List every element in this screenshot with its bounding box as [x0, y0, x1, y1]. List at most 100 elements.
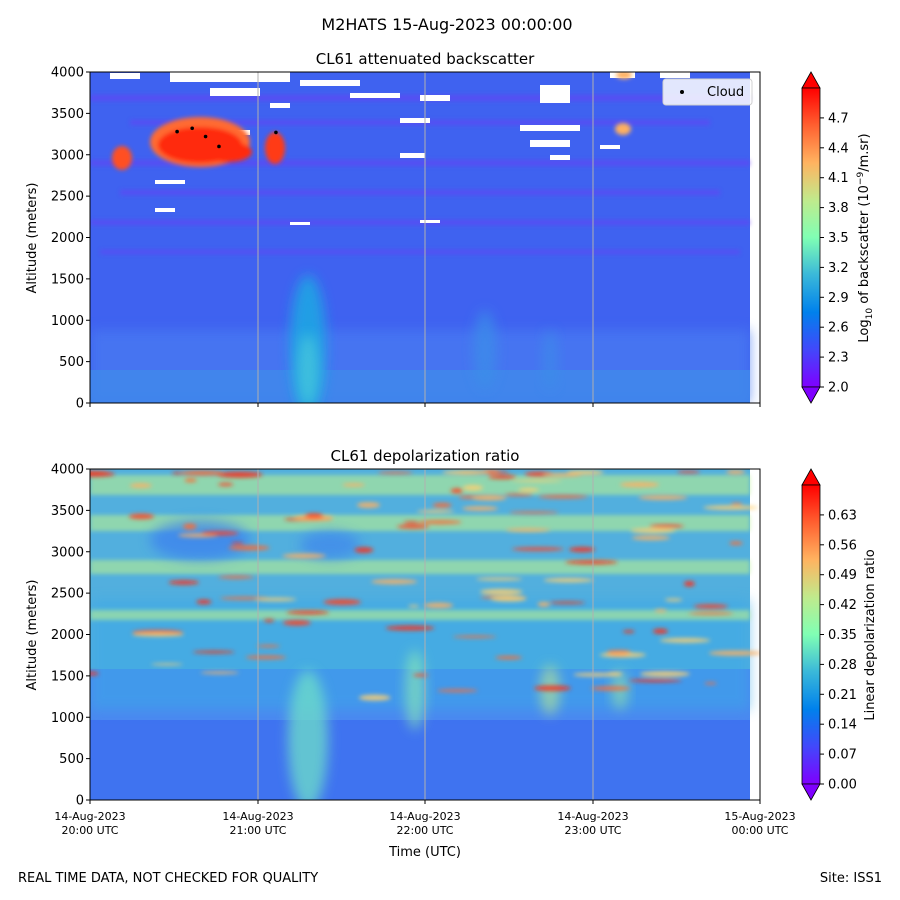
- colorbar-tick-label: 4.4: [828, 141, 849, 156]
- y-tick-label: 0: [76, 794, 84, 809]
- colorbar-tick-label: 0.42: [828, 598, 857, 613]
- colorbar-tick-label: 2.0: [828, 381, 849, 396]
- top-panel-title: CL61 attenuated backscatter: [316, 50, 535, 68]
- depol-streak: [218, 575, 255, 579]
- depol-streak: [664, 598, 683, 602]
- depol-streak: [573, 672, 618, 677]
- depol-streak: [512, 479, 563, 482]
- colorbar-tick-label: 0.56: [828, 538, 857, 553]
- y-tick-label: 4000: [51, 66, 84, 81]
- depol-streak: [542, 473, 582, 477]
- depol-streak: [231, 542, 244, 545]
- top-panel-gridlines: [257, 72, 594, 403]
- depol-streak: [479, 589, 523, 595]
- depol-streak: [568, 547, 596, 553]
- depol-streak: [622, 630, 635, 634]
- cloud-point: [217, 144, 221, 149]
- colorbar-tick-label: 0.00: [828, 778, 857, 793]
- y-tick-label: 3000: [51, 148, 84, 163]
- y-tick-label: 1000: [51, 711, 84, 726]
- depol-streak: [490, 595, 527, 602]
- depol-streak: [417, 520, 462, 525]
- top-y-axis-label: Altitude (meters): [25, 183, 40, 294]
- depol-streak: [377, 471, 413, 475]
- colorbar-tick-label: 4.1: [828, 171, 849, 186]
- depol-streak: [628, 679, 682, 683]
- depol-streak: [245, 655, 287, 660]
- figure-title: M2HATS 15-Aug-2023 00:00:00: [321, 15, 572, 34]
- depol-streak: [509, 511, 559, 514]
- colorbar-tick-label: 3.8: [828, 201, 849, 216]
- depolarization-heatmap: [90, 469, 760, 800]
- depol-streak: [693, 604, 729, 609]
- y-tick-label: 2000: [51, 628, 84, 643]
- backscatter-heatmap: [90, 72, 750, 403]
- depol-streak: [505, 528, 551, 532]
- depol-streak: [688, 612, 734, 615]
- cloud-point: [274, 130, 278, 135]
- depol-streak: [304, 513, 324, 518]
- depol-streak: [437, 689, 478, 693]
- depol-streak: [342, 483, 366, 487]
- depol-streak: [396, 524, 430, 529]
- y-tick-label: 4000: [51, 463, 84, 478]
- depol-streak: [254, 597, 297, 602]
- y-tick-label: 1500: [51, 669, 84, 684]
- y-tick-label: 0: [76, 397, 84, 412]
- colorbar-tick-label: 2.9: [828, 291, 849, 306]
- depol-streak: [385, 625, 435, 631]
- depol-streak: [218, 482, 234, 487]
- depol-streak: [228, 545, 270, 551]
- depol-streak: [488, 475, 517, 479]
- bottom-panel-title: CL61 depolarization ratio: [331, 447, 520, 465]
- depol-streak: [548, 601, 586, 604]
- depol-streak: [462, 484, 484, 491]
- depol-streak: [432, 502, 452, 508]
- depol-streak: [703, 505, 758, 510]
- depol-streak: [609, 652, 629, 657]
- depol-streak: [654, 609, 667, 613]
- y-tick-label: 1500: [51, 272, 84, 287]
- x-tick-label: 14-Aug-2023 23:00 UTC: [557, 810, 628, 837]
- y-tick-label: 500: [59, 355, 84, 370]
- bottom-x-axis: 14-Aug-2023 20:00 UTC 14-Aug-2023 21:00 UTC…: [54, 800, 796, 837]
- y-tick-label: 3500: [51, 107, 84, 122]
- colorbar-tick-label: 3.2: [828, 261, 849, 276]
- depol-streak: [708, 650, 760, 656]
- depol-streak: [416, 510, 455, 513]
- depol-streak: [537, 601, 550, 607]
- depol-streak: [543, 577, 594, 583]
- bottom-y-axis-label: Altitude (meters): [25, 580, 40, 691]
- cloud-legend-label: Cloud: [707, 85, 744, 100]
- cloud-point: [190, 126, 194, 131]
- depolarization-colorbar: 0.00 0.07 0.14 0.21 0.28 0.35 0.42 0.49 0.56 0.63…: [801, 468, 878, 801]
- depol-streak: [196, 599, 212, 605]
- depol-streak: [450, 488, 464, 494]
- x-tick-label: 15-Aug-2023 00:00 UTC: [724, 810, 795, 837]
- depol-streak: [511, 547, 564, 551]
- colorbar-tick-label: 0.35: [828, 628, 857, 643]
- depol-streak: [590, 686, 631, 691]
- depol-streak: [639, 671, 691, 677]
- depol-streak: [729, 541, 743, 546]
- depol-streak: [630, 528, 676, 533]
- depol-streak: [423, 602, 454, 609]
- depol-streak: [201, 531, 239, 536]
- x-axis-label: Time (UTC): [388, 845, 461, 860]
- depol-streak: [323, 599, 362, 606]
- depol-streak: [129, 483, 152, 488]
- depol-streak: [683, 580, 695, 587]
- depol-streak: [180, 470, 225, 476]
- depol-streak: [565, 560, 618, 565]
- y-tick-label: 3000: [51, 545, 84, 560]
- bottom-panel-gridlines: [257, 469, 594, 800]
- colorbar-tick-label: 0.21: [828, 688, 857, 703]
- colorbar-tick-label: 0.14: [828, 718, 857, 733]
- depol-streak: [183, 523, 197, 530]
- depol-streak: [150, 663, 183, 666]
- cloud-points: [175, 126, 278, 149]
- colorbar-tick-label: 2.3: [828, 351, 849, 366]
- depol-streak: [256, 644, 281, 648]
- backscatter-colorbar-label: Log10 of backscatter (10−9/m.sr): [856, 133, 875, 342]
